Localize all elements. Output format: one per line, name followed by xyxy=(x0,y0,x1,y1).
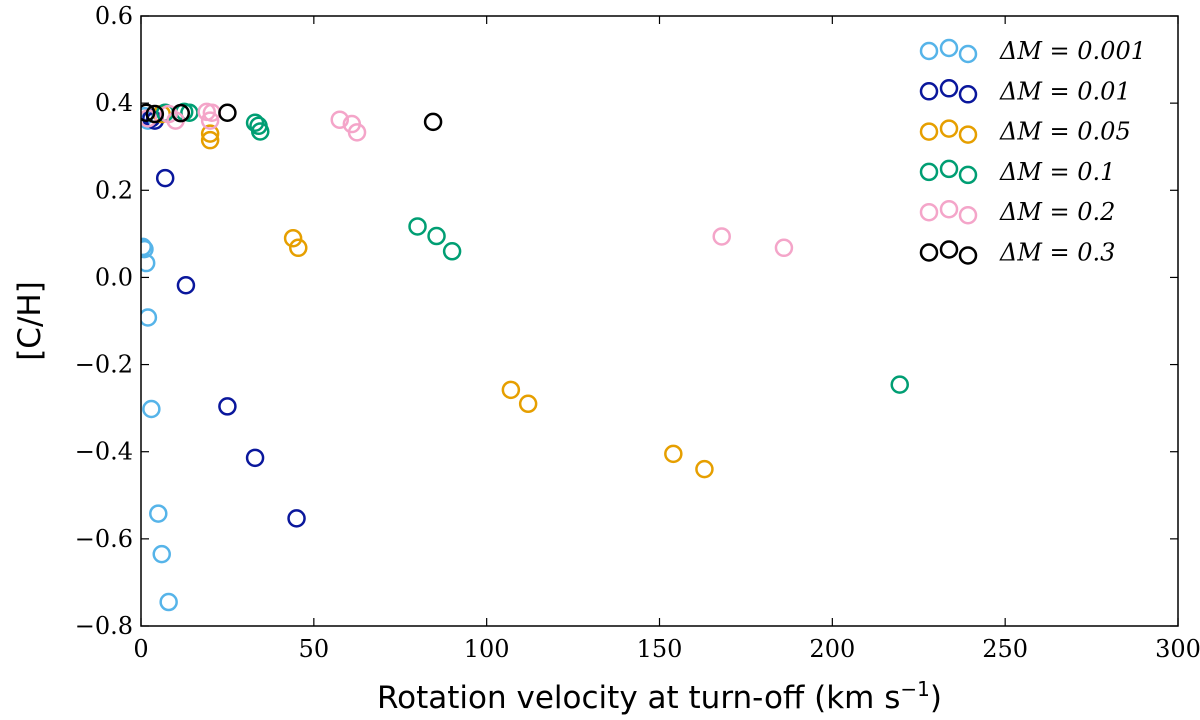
marker-series-4-point-4 xyxy=(347,123,367,142)
marker-series-4-point-7 xyxy=(200,111,220,130)
marker-series-5-point-2 xyxy=(171,103,191,123)
y-tick-label-6: 0.4 xyxy=(95,89,133,117)
legend-marker-3-2 xyxy=(958,165,978,185)
legend-marker-0-2 xyxy=(958,44,978,64)
legend-marker-5-0 xyxy=(919,243,939,262)
axis-ticks xyxy=(140,15,1179,627)
marker-series-5-point-0 xyxy=(423,112,443,132)
marker-series-3-point-2 xyxy=(442,242,462,261)
marker-series-1-point-3 xyxy=(245,448,265,468)
marker-series-0-point-7 xyxy=(159,592,178,612)
x-tick-label-5: 250 xyxy=(982,635,1028,663)
marker-series-3-point-3 xyxy=(890,375,909,394)
marker-series-0-point-5 xyxy=(149,504,168,523)
marker-series-1-point-2 xyxy=(218,397,237,416)
marker-series-0-point-6 xyxy=(152,544,171,564)
marker-series-2-point-7 xyxy=(200,130,220,150)
marker-series-4-point-0 xyxy=(712,227,731,246)
legend-label-4: ΔM = 0.2 xyxy=(999,198,1115,226)
marker-series-2-point-3 xyxy=(518,394,538,414)
legend-marker-4-0 xyxy=(919,202,939,222)
x-tick-label-0: 0 xyxy=(133,635,148,663)
marker-series-3-point-6 xyxy=(251,122,270,141)
x-tick-label-2: 100 xyxy=(464,635,510,663)
y-tick-label-7: 0.6 xyxy=(95,2,133,30)
marker-series-3-point-8 xyxy=(180,103,199,122)
marker-series-5-point-3 xyxy=(145,104,165,124)
legend-label-5: ΔM = 0.3 xyxy=(999,239,1115,267)
legend-marker-3-1 xyxy=(939,159,959,179)
tick-labels: 0 50 100 150 200 250 300 −0.8 −0.6 −0.4 −0.2 0.0 0.2… xyxy=(75,2,1200,663)
plot-frame xyxy=(140,15,1179,627)
legend-marker-2-1 xyxy=(939,119,959,138)
legend-marker-4-2 xyxy=(958,205,978,225)
legend: ΔM = 0.001 ΔM = 0.01 ΔM = 0.05 ΔM = 0.1 ΔM =… xyxy=(919,37,1146,267)
marker-series-2-point-2 xyxy=(501,380,521,400)
legend-marker-1-1 xyxy=(939,79,959,98)
marker-series-3-point-1 xyxy=(427,226,446,246)
y-tick-label-2: −0.4 xyxy=(75,438,133,466)
x-tick-label-3: 150 xyxy=(637,635,683,663)
marker-series-1-point-4 xyxy=(287,509,306,528)
marker-series-4-point-2 xyxy=(330,110,350,129)
legend-marker-1-2 xyxy=(958,85,978,104)
legend-marker-5-2 xyxy=(958,246,978,265)
legend-marker-2-0 xyxy=(919,122,939,141)
legend-label-1: ΔM = 0.01 xyxy=(999,77,1131,105)
y-tick-label-1: −0.6 xyxy=(75,525,133,553)
x-axis-title-superscript: −1 xyxy=(900,677,929,701)
marker-series-4-point-1 xyxy=(774,238,794,258)
x-tick-label-6: 300 xyxy=(1155,635,1200,663)
marker-series-5-point-1 xyxy=(218,103,237,122)
legend-marker-3-0 xyxy=(919,162,939,182)
y-tick-label-3: −0.2 xyxy=(75,351,133,379)
legend-label-0: ΔM = 0.001 xyxy=(999,37,1146,65)
legend-marker-0-1 xyxy=(939,38,959,58)
legend-marker-2-2 xyxy=(958,125,978,144)
marker-series-2-point-0 xyxy=(283,228,303,248)
legend-marker-5-1 xyxy=(939,240,959,259)
x-axis-title: Rotation velocity at turn-off (km s−1) xyxy=(377,677,942,716)
y-tick-label-5: 0.2 xyxy=(95,176,133,204)
marker-series-1-point-1 xyxy=(176,276,196,295)
x-axis-title-close: ) xyxy=(930,680,942,716)
legend-marker-1-0 xyxy=(919,82,939,101)
marker-series-1-point-0 xyxy=(155,168,175,188)
marker-series-2-point-6 xyxy=(200,124,220,143)
marker-series-5-point-4 xyxy=(141,103,156,122)
x-tick-label-4: 200 xyxy=(809,635,855,663)
marker-series-0-point-4 xyxy=(142,399,161,419)
plot-markers xyxy=(141,102,909,612)
y-tick-label-4: 0.0 xyxy=(95,263,133,291)
legend-marker-0-0 xyxy=(919,41,939,61)
y-axis-title: [C/H] xyxy=(12,281,48,361)
marker-series-0-point-2 xyxy=(141,253,156,273)
marker-series-2-point-4 xyxy=(664,444,683,464)
marker-series-2-point-1 xyxy=(289,238,308,258)
marker-series-2-point-5 xyxy=(695,459,714,479)
x-tick-label-1: 50 xyxy=(299,635,330,663)
legend-label-3: ΔM = 0.1 xyxy=(999,158,1115,186)
marker-series-3-point-0 xyxy=(408,217,427,236)
y-tick-label-0: −0.8 xyxy=(75,612,133,640)
legend-marker-4-1 xyxy=(939,199,959,219)
legend-label-2: ΔM = 0.05 xyxy=(999,118,1131,146)
x-axis-title-main: Rotation velocity at turn-off (km s xyxy=(377,680,900,716)
marker-series-0-point-1 xyxy=(141,239,154,259)
marker-series-0-point-3 xyxy=(141,308,158,327)
